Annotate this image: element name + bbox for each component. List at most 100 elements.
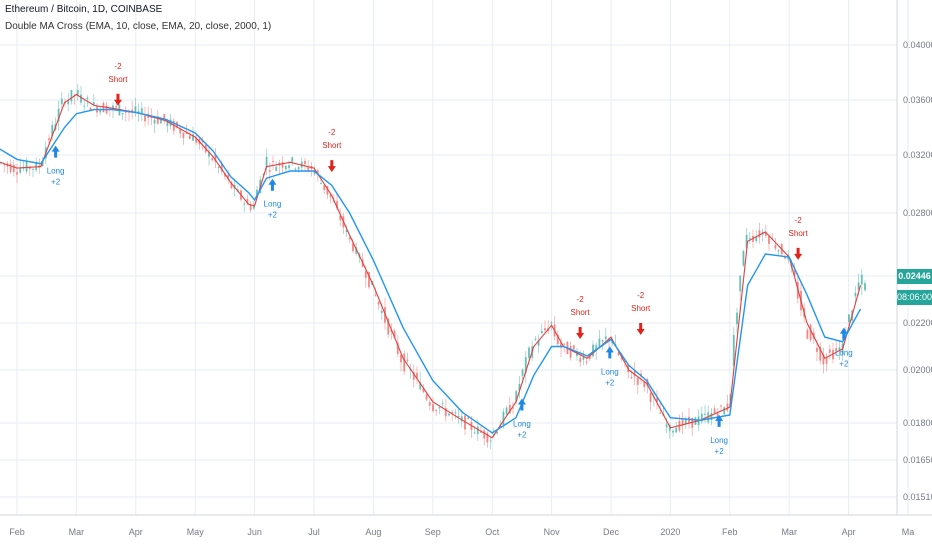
candle-body <box>748 238 751 240</box>
time-axis[interactable]: Feb Mar Apr May Jun Jul Aug Sep Oct Nov Dec 2020 Feb… <box>0 514 932 537</box>
candle-body <box>579 357 582 363</box>
candle-body <box>505 407 508 415</box>
candle-body <box>396 342 399 354</box>
candle-body <box>704 413 706 415</box>
candle-body <box>48 138 50 140</box>
candle-body <box>412 372 415 380</box>
candle-body <box>515 391 518 402</box>
candle-body <box>83 105 86 107</box>
candle-body <box>416 372 418 378</box>
candle-body <box>374 294 377 296</box>
candle-body <box>28 166 31 170</box>
candle-body <box>860 274 863 285</box>
candle-body <box>419 382 422 390</box>
time-tick-label: Dec <box>603 527 620 537</box>
indicator-label[interactable]: Double MA Cross (EMA, 10, close, EMA, 20… <box>5 21 272 32</box>
short-arrow-icon <box>576 326 585 339</box>
short-label: Short <box>631 304 651 313</box>
candle-body <box>822 354 825 365</box>
candle-body <box>835 348 838 351</box>
candle-body <box>604 336 607 340</box>
long-label: Long <box>710 436 728 445</box>
candle-body <box>262 173 265 176</box>
candle-body <box>592 344 594 357</box>
candle-body <box>380 310 383 314</box>
candle-body <box>544 328 546 331</box>
candle-body <box>102 102 105 113</box>
candle-body <box>265 156 268 168</box>
signal-markers: Long +2 -2 Short Long +2 -2 Short Long +2 -2 Short L… <box>47 62 853 456</box>
time-tick-label: Jul <box>308 527 320 537</box>
candle-body <box>819 346 822 361</box>
candle-body <box>393 330 396 338</box>
candle-body <box>518 384 521 391</box>
last-price-tag: 0.02446 <box>897 269 932 284</box>
time-tick-label: Jun <box>247 527 262 537</box>
candle-body <box>140 108 143 114</box>
candle-body <box>134 106 137 113</box>
short-label: Short <box>571 308 591 317</box>
candle-body <box>297 167 300 170</box>
candle-body <box>656 398 658 402</box>
candle-body <box>556 334 559 345</box>
candle-body <box>777 250 780 252</box>
long-arrow-icon <box>605 346 614 359</box>
candle-body <box>521 369 524 376</box>
candle-body <box>508 404 511 414</box>
short-qty: -2 <box>577 295 585 304</box>
bar-countdown-tag: 08:06:00 <box>897 290 932 305</box>
long-arrow-icon <box>517 398 526 411</box>
candle-body <box>428 402 431 406</box>
candle-body <box>649 392 652 403</box>
time-tick-label: Feb <box>9 527 25 537</box>
time-tick-label: 2020 <box>660 527 680 537</box>
candle-body <box>745 234 748 249</box>
candle-body <box>496 431 498 434</box>
candle-body <box>192 134 194 141</box>
short-qty: -2 <box>637 291 645 300</box>
candle-body <box>214 154 217 162</box>
long-label: Long <box>601 367 619 376</box>
candle-body <box>739 275 742 292</box>
candle-body <box>275 166 278 171</box>
candle-body <box>848 314 850 323</box>
long-arrow-icon <box>839 327 848 340</box>
candle-body <box>636 377 639 385</box>
candle-body <box>576 352 578 357</box>
time-tick-label: Feb <box>722 527 738 537</box>
candle-body <box>425 394 428 400</box>
candle-body <box>300 161 303 168</box>
candle-body <box>451 412 454 414</box>
short-label: Short <box>108 75 128 84</box>
candle-body <box>665 424 668 428</box>
candle-body <box>582 356 585 360</box>
candle-body <box>611 341 614 344</box>
candle-body <box>80 94 82 103</box>
candle-body <box>156 116 159 124</box>
candle-body <box>598 338 601 348</box>
candle-body <box>67 100 70 105</box>
candle-body <box>160 119 162 124</box>
candle-body <box>406 359 409 361</box>
short-qty: -2 <box>114 62 122 71</box>
candle-body <box>3 164 6 166</box>
candle-body <box>572 345 575 350</box>
candle-body <box>304 160 306 165</box>
candle-body <box>211 158 214 161</box>
candle-body <box>41 160 44 167</box>
moving-average-lines <box>0 93 862 439</box>
candle-body <box>16 172 18 175</box>
candle-body <box>400 354 402 363</box>
candle-body <box>675 427 678 433</box>
candle-body <box>473 432 476 434</box>
chart-title[interactable]: Ethereum / Bitcoin, 1D, COINBASE <box>5 4 163 15</box>
candle-body <box>32 168 34 170</box>
candle-body <box>268 170 271 172</box>
candle-body <box>153 120 156 124</box>
